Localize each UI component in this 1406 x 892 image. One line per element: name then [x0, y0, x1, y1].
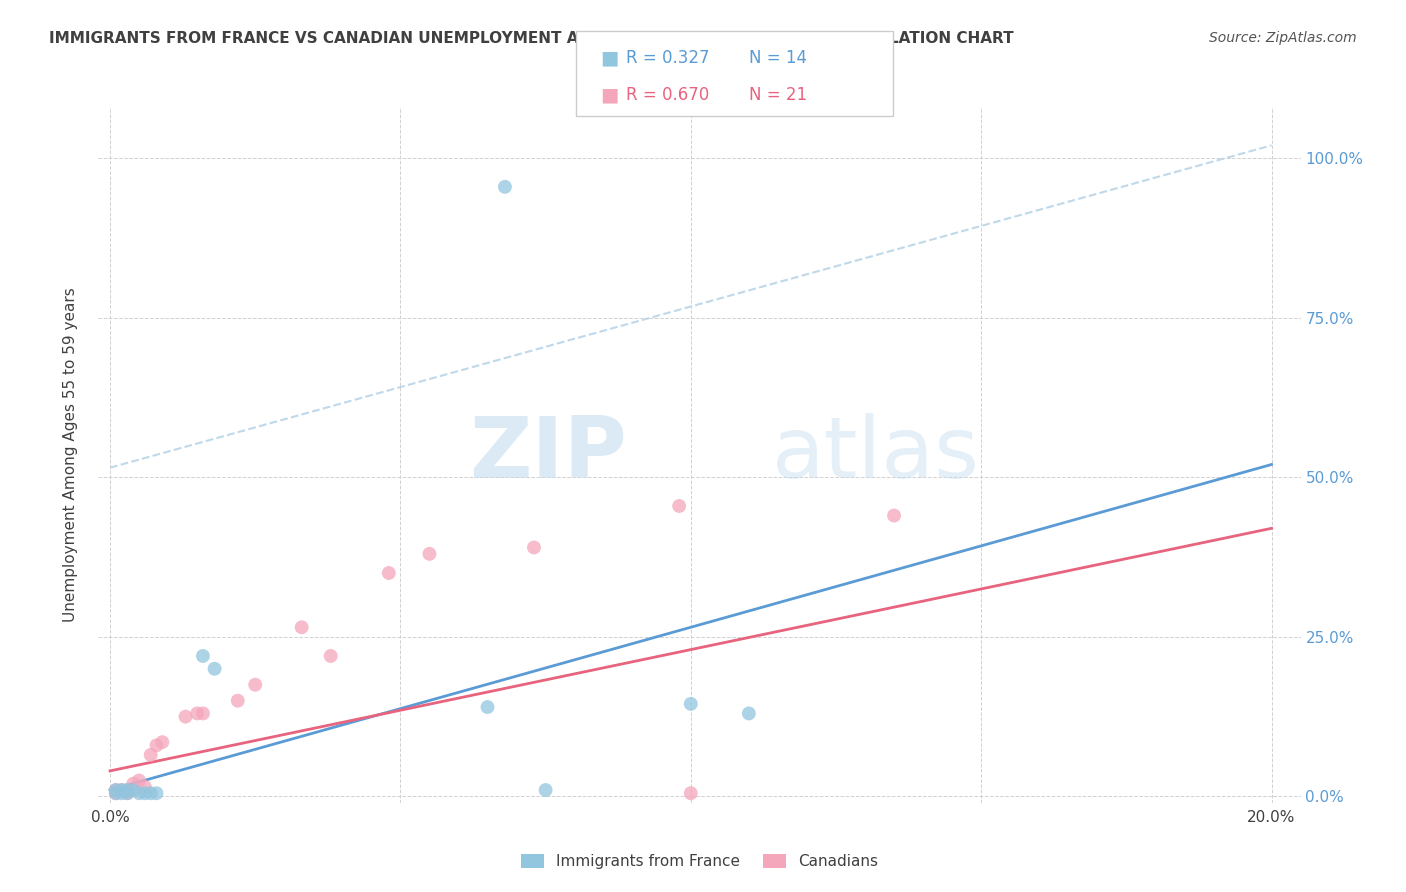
Point — [104, 786, 127, 800]
Point — [104, 783, 127, 797]
Point — [111, 783, 134, 797]
Point — [134, 780, 156, 794]
Point — [319, 648, 342, 663]
Point — [191, 648, 214, 663]
Point — [186, 706, 208, 721]
Point — [378, 566, 401, 580]
Point — [738, 706, 761, 721]
Legend: Immigrants from France, Canadians: Immigrants from France, Canadians — [515, 848, 884, 875]
Point — [117, 786, 139, 800]
Point — [291, 620, 314, 634]
Point — [117, 783, 139, 797]
Point — [134, 786, 156, 800]
Text: Source: ZipAtlas.com: Source: ZipAtlas.com — [1209, 31, 1357, 45]
Point — [477, 700, 499, 714]
Point — [139, 747, 162, 762]
Y-axis label: Unemployment Among Ages 55 to 59 years: Unemployment Among Ages 55 to 59 years — [63, 287, 77, 623]
Point — [104, 786, 127, 800]
Point — [174, 709, 197, 723]
Text: ■: ■ — [600, 86, 619, 104]
Text: N = 14: N = 14 — [749, 49, 807, 68]
Point — [245, 678, 267, 692]
Point — [117, 783, 139, 797]
Text: R = 0.327: R = 0.327 — [626, 49, 709, 68]
Point — [534, 783, 557, 797]
Point — [128, 773, 150, 788]
Point — [679, 697, 702, 711]
Point — [226, 694, 249, 708]
Text: N = 21: N = 21 — [749, 86, 807, 103]
Point — [111, 783, 134, 797]
Point — [139, 786, 162, 800]
Text: ZIP: ZIP — [470, 413, 627, 497]
Point — [679, 786, 702, 800]
Point — [128, 786, 150, 800]
Point — [523, 541, 546, 555]
Point — [117, 786, 139, 800]
Point — [418, 547, 440, 561]
Point — [122, 783, 145, 797]
Point — [191, 706, 214, 721]
Text: atlas: atlas — [772, 413, 980, 497]
Text: IMMIGRANTS FROM FRANCE VS CANADIAN UNEMPLOYMENT AMONG AGES 55 TO 59 YEARS CORREL: IMMIGRANTS FROM FRANCE VS CANADIAN UNEMP… — [49, 31, 1014, 46]
Point — [668, 499, 690, 513]
Text: ■: ■ — [600, 49, 619, 68]
Point — [494, 179, 516, 194]
Point — [145, 786, 167, 800]
Point — [104, 783, 127, 797]
Point — [145, 739, 167, 753]
Point — [883, 508, 905, 523]
Point — [111, 786, 134, 800]
Point — [150, 735, 173, 749]
Point — [204, 662, 226, 676]
Point — [122, 777, 145, 791]
Text: R = 0.670: R = 0.670 — [626, 86, 709, 103]
